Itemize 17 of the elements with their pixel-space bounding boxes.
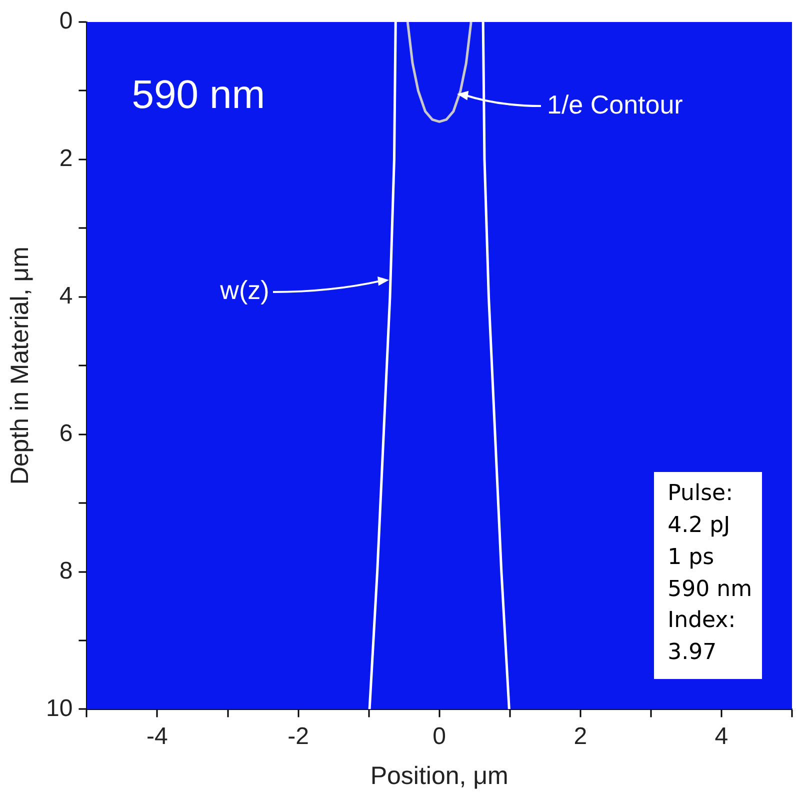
y-tick-label: 8 (59, 557, 73, 584)
annotation: w(z) (219, 274, 270, 305)
annotation: 1/e Contour (546, 89, 684, 120)
y-tick-label: 0 (59, 8, 73, 35)
x-tick-label: 4 (714, 723, 728, 750)
x-tick-label: 0 (432, 723, 446, 750)
annotation: 590 nm (132, 73, 266, 118)
x-axis-title: Position, μm (370, 762, 508, 790)
x-tick-label: -4 (146, 723, 168, 750)
y-tick-label: 10 (46, 694, 73, 722)
y-axis-title: Depth in Material, μm (6, 246, 34, 485)
y-tick-label: 2 (59, 145, 73, 172)
annotation: Pulse: 4.2 pJ 1 ps 590 nm Index: 3.97 (654, 472, 762, 680)
y-tick-label: 6 (59, 420, 73, 447)
x-tick-label: 2 (574, 723, 588, 750)
x-tick-label: -2 (288, 723, 309, 750)
y-tick-label: 4 (59, 282, 73, 310)
